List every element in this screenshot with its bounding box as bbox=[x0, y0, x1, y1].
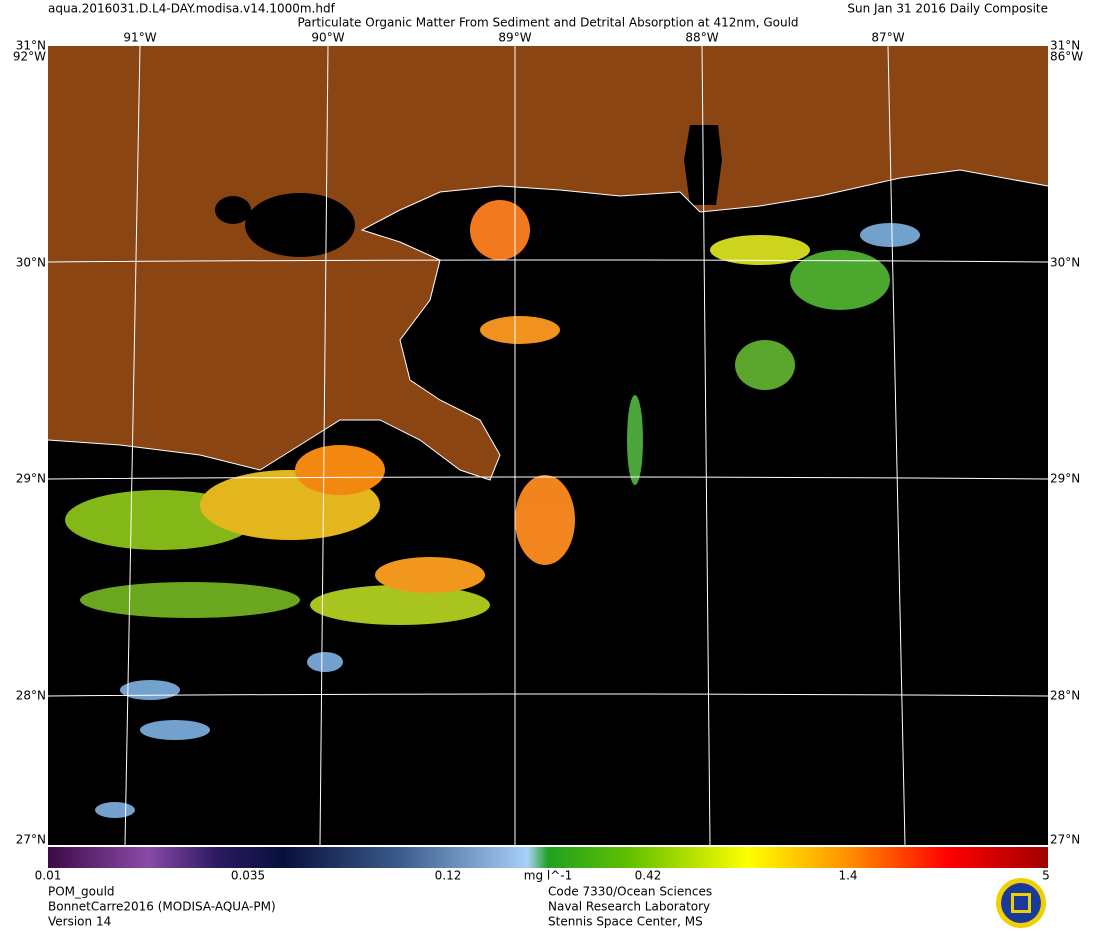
lake bbox=[215, 196, 251, 224]
footer-text: POM_gould bbox=[48, 885, 115, 899]
lon-label: 88°W bbox=[685, 31, 718, 45]
corner-label: 31°N bbox=[16, 39, 46, 53]
lon-label: 90°W bbox=[311, 31, 344, 45]
lon-label: 87°W bbox=[871, 31, 904, 45]
title: Particulate Organic Matter From Sediment… bbox=[297, 16, 798, 30]
corner-label: 27°N bbox=[16, 833, 46, 847]
lat-label: 28°N bbox=[1050, 689, 1080, 703]
colorbar-label: 1.4 bbox=[838, 869, 857, 883]
footer-text: Version 14 bbox=[48, 915, 111, 929]
corner-label: 27°N bbox=[1050, 833, 1080, 847]
lat-label: 30°N bbox=[16, 256, 46, 270]
colorbar-label: 0.035 bbox=[231, 869, 265, 883]
lat-label: 29°N bbox=[16, 472, 46, 486]
lat-label: 28°N bbox=[16, 689, 46, 703]
colorbar-label: 5 bbox=[1042, 869, 1050, 883]
date: Sun Jan 31 2016 Daily Composite bbox=[847, 2, 1048, 16]
land bbox=[48, 46, 1048, 480]
colorbar-label: 0.42 bbox=[635, 869, 662, 883]
lat-label: 30°N bbox=[1050, 256, 1080, 270]
colorbar-label: 0.01 bbox=[35, 869, 62, 883]
footer-text: Stennis Space Center, MS bbox=[548, 915, 703, 929]
colorbar-units: mg l^-1 bbox=[524, 869, 572, 883]
logo bbox=[996, 878, 1046, 928]
lon-label: 91°W bbox=[123, 31, 156, 45]
lat-label: 29°N bbox=[1050, 472, 1080, 486]
coastline bbox=[47, 169, 1049, 481]
lake bbox=[245, 193, 355, 257]
footer-text: Code 7330/Ocean Sciences bbox=[548, 885, 712, 899]
corner-label: 92°W bbox=[13, 50, 46, 64]
footer-text: BonnetCarre2016 (MODISA-AQUA-PM) bbox=[48, 900, 276, 914]
colorbar bbox=[48, 847, 1048, 868]
corner-label: 31°N bbox=[1050, 39, 1080, 53]
footer-text: Naval Research Laboratory bbox=[548, 900, 710, 914]
colorbar-label: 0.12 bbox=[435, 869, 462, 883]
file-name: aqua.2016031.D.L4-DAY.modisa.v14.1000m.h… bbox=[48, 2, 336, 16]
plume bbox=[65, 200, 920, 818]
corner-label: 86°W bbox=[1050, 50, 1083, 64]
graticule bbox=[47, 45, 1049, 846]
lon-label: 89°W bbox=[498, 31, 531, 45]
